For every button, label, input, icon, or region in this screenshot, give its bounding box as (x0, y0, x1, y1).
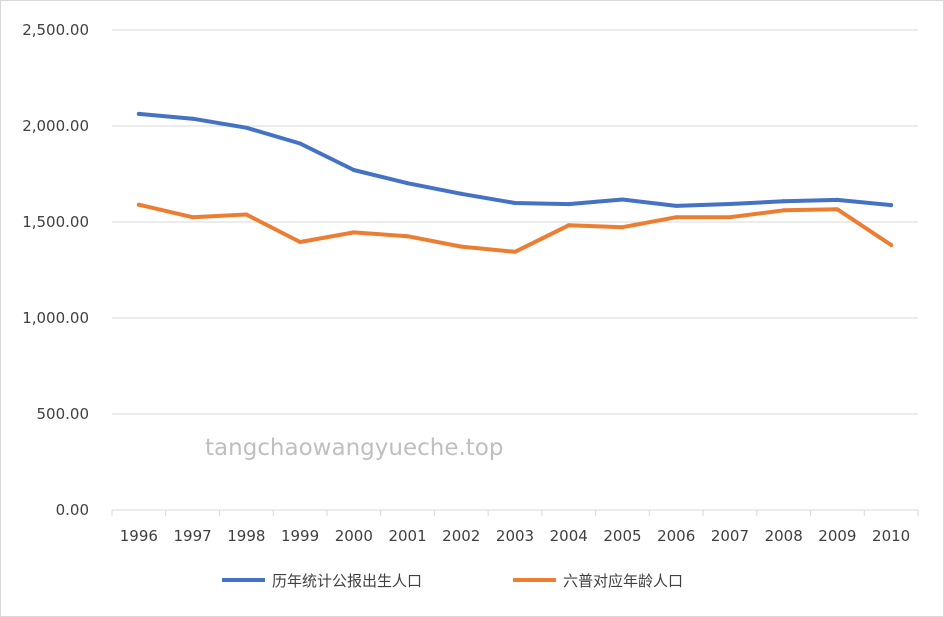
data-point (566, 202, 571, 207)
data-point (620, 197, 625, 202)
x-tick-label: 2008 (765, 527, 803, 545)
data-point (566, 223, 571, 228)
data-point (620, 225, 625, 230)
data-point (781, 208, 786, 213)
data-point (727, 215, 732, 220)
y-axis-tick-labels: 0.00 500.00 1,000.00 1,500.00 2,000.00 2,500.… (22, 21, 89, 519)
x-tick-label: 1996 (120, 527, 158, 545)
x-tick-label: 2010 (872, 527, 910, 545)
y-tick-label: 500.00 (37, 405, 90, 423)
x-tick-label: 2009 (818, 527, 856, 545)
gridlines (112, 29, 918, 415)
x-tick-label: 2004 (550, 527, 588, 545)
data-point (244, 125, 249, 130)
data-point (298, 141, 303, 146)
x-tick-label: 1999 (281, 527, 319, 545)
legend: 历年统计公报出生人口 六普对应年龄人口 (222, 572, 683, 590)
x-tick-label: 2003 (496, 527, 534, 545)
data-point (459, 191, 464, 196)
x-tick-label: 1998 (227, 527, 265, 545)
data-point (835, 207, 840, 212)
data-point (727, 201, 732, 206)
y-tick-label: 0.00 (56, 501, 89, 519)
x-tick-label: 2005 (603, 527, 641, 545)
y-tick-label: 2,500.00 (22, 21, 89, 39)
data-point (190, 116, 195, 121)
data-point (835, 197, 840, 202)
x-tick-label: 1997 (174, 527, 212, 545)
legend-label-0: 历年统计公报出生人口 (272, 572, 422, 590)
y-tick-label: 2,000.00 (22, 117, 89, 135)
x-tick-label: 2007 (711, 527, 749, 545)
x-tick-label: 2001 (388, 527, 426, 545)
x-tick-label: 2002 (442, 527, 480, 545)
data-point (889, 243, 894, 248)
data-point (459, 244, 464, 249)
data-point (244, 212, 249, 217)
series-line-1 (136, 202, 894, 254)
data-point (889, 203, 894, 208)
data-point (298, 239, 303, 244)
data-point (674, 203, 679, 208)
legend-label-1: 六普对应年龄人口 (563, 572, 683, 590)
data-point (513, 249, 517, 254)
watermark-text: tangchaowangyueche.top (205, 435, 503, 461)
data-point (351, 230, 356, 235)
data-point (405, 181, 410, 186)
data-point (190, 215, 195, 220)
data-point (136, 202, 141, 207)
series-line-0 (136, 111, 894, 208)
data-point (513, 200, 517, 205)
series-lines (136, 111, 894, 254)
data-point (351, 167, 356, 172)
data-point (136, 111, 141, 116)
x-tick-label: 2006 (657, 527, 695, 545)
x-tick-label: 2000 (335, 527, 373, 545)
y-tick-label: 1,000.00 (22, 309, 89, 327)
x-axis: 1996 1997 1998 1999 2000 2001 2002 2003 2004 2005… (111, 509, 919, 545)
data-point (781, 199, 786, 204)
data-point (405, 234, 410, 239)
data-point (674, 215, 679, 220)
y-tick-label: 1,500.00 (22, 213, 89, 231)
